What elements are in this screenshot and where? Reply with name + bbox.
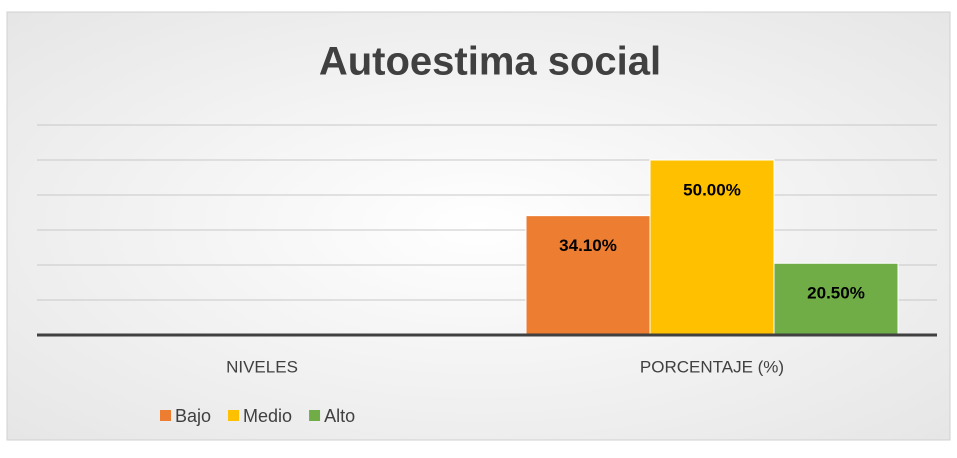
data-label: 50.00% xyxy=(683,180,741,199)
x-tick-label: NIVELES xyxy=(226,357,298,376)
bar xyxy=(773,262,899,336)
data-label: 20.50% xyxy=(807,284,865,303)
bar xyxy=(649,159,775,336)
legend-swatch xyxy=(228,410,240,421)
x-tick-label: PORCENTAJE (%) xyxy=(640,357,784,376)
legend-label: Bajo xyxy=(175,406,211,426)
chart-title: Autoestima social xyxy=(319,40,661,84)
legend-label: Medio xyxy=(243,406,292,426)
legend-label: Alto xyxy=(324,406,355,426)
data-label: 34.10% xyxy=(559,236,617,255)
legend-swatch xyxy=(309,410,321,421)
legend-swatch xyxy=(160,410,171,421)
bar xyxy=(525,215,651,336)
chart-background xyxy=(6,11,951,441)
